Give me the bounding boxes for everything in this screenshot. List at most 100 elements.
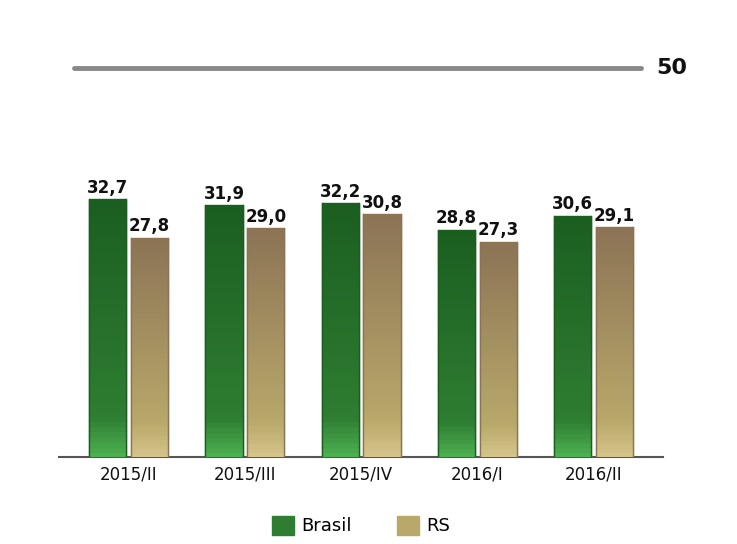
Bar (480, 336, 517, 341)
Bar (438, 348, 475, 353)
Bar (321, 431, 359, 437)
Bar (89, 199, 126, 204)
Bar (363, 248, 401, 253)
Bar (438, 416, 475, 421)
Text: 32,7: 32,7 (87, 178, 128, 197)
Bar (89, 369, 126, 374)
Bar (206, 301, 242, 306)
Bar (363, 364, 401, 369)
Bar (554, 390, 591, 394)
Bar (131, 343, 168, 347)
Bar (131, 255, 168, 259)
Bar (247, 347, 284, 352)
Bar (89, 235, 126, 240)
Bar (554, 356, 591, 361)
Bar (89, 390, 126, 395)
Bar (321, 238, 359, 244)
Bar (554, 312, 591, 317)
Bar (363, 350, 401, 355)
Bar (363, 413, 401, 418)
Bar (363, 292, 401, 296)
Bar (554, 264, 591, 269)
Bar (596, 443, 633, 448)
Bar (363, 341, 401, 345)
Bar (363, 399, 401, 404)
Bar (206, 220, 242, 225)
Bar (438, 434, 475, 439)
Bar (321, 310, 359, 315)
Bar (131, 264, 168, 268)
Bar (596, 361, 633, 365)
Bar (554, 433, 591, 438)
Bar (438, 375, 475, 380)
Bar (480, 263, 517, 268)
Bar (438, 252, 475, 257)
Bar (321, 381, 359, 386)
Bar (554, 307, 591, 312)
Bar (89, 282, 126, 287)
Bar (321, 370, 359, 376)
Bar (206, 406, 242, 412)
Bar (438, 248, 475, 252)
Bar (247, 288, 284, 292)
Bar (438, 266, 475, 271)
Bar (89, 230, 126, 235)
Bar (321, 254, 359, 259)
Bar (206, 381, 242, 386)
Bar (89, 245, 126, 251)
Bar (321, 386, 359, 391)
Bar (480, 423, 517, 427)
Bar (438, 357, 475, 362)
Bar (89, 323, 126, 328)
Bar (131, 273, 168, 277)
Bar (131, 277, 168, 282)
Text: 30,6: 30,6 (552, 195, 593, 213)
Bar (89, 354, 126, 359)
Bar (206, 236, 242, 240)
Bar (554, 220, 591, 225)
Bar (480, 427, 517, 431)
Bar (596, 379, 633, 384)
Bar (480, 272, 517, 276)
Bar (247, 343, 284, 347)
Bar (247, 438, 284, 443)
Bar (363, 423, 401, 428)
Bar (206, 417, 242, 422)
Bar (247, 237, 284, 242)
Bar (438, 320, 475, 325)
Bar (321, 269, 359, 274)
Bar (438, 230, 475, 234)
Bar (363, 282, 401, 287)
Bar (321, 442, 359, 447)
Bar (131, 282, 168, 286)
Bar (363, 219, 401, 224)
Bar (89, 359, 126, 364)
Bar (131, 251, 168, 255)
Bar (596, 269, 633, 273)
Bar (321, 305, 359, 310)
Bar (554, 279, 591, 283)
Bar (247, 256, 284, 260)
Bar (89, 364, 126, 369)
Bar (596, 448, 633, 453)
Bar (206, 336, 242, 341)
Bar (206, 265, 242, 271)
Bar (480, 362, 517, 367)
Bar (554, 322, 591, 326)
Bar (554, 298, 591, 302)
Bar (554, 375, 591, 380)
Bar (131, 382, 168, 387)
Bar (89, 343, 126, 349)
Bar (247, 370, 284, 375)
Bar (438, 307, 475, 312)
Bar (131, 286, 168, 290)
Bar (131, 295, 168, 299)
Bar (89, 220, 126, 225)
Bar (480, 410, 517, 414)
Bar (554, 235, 591, 240)
Bar (247, 453, 284, 457)
Bar (206, 231, 242, 236)
Bar (89, 256, 126, 261)
Bar (131, 317, 168, 321)
Bar (247, 430, 284, 434)
